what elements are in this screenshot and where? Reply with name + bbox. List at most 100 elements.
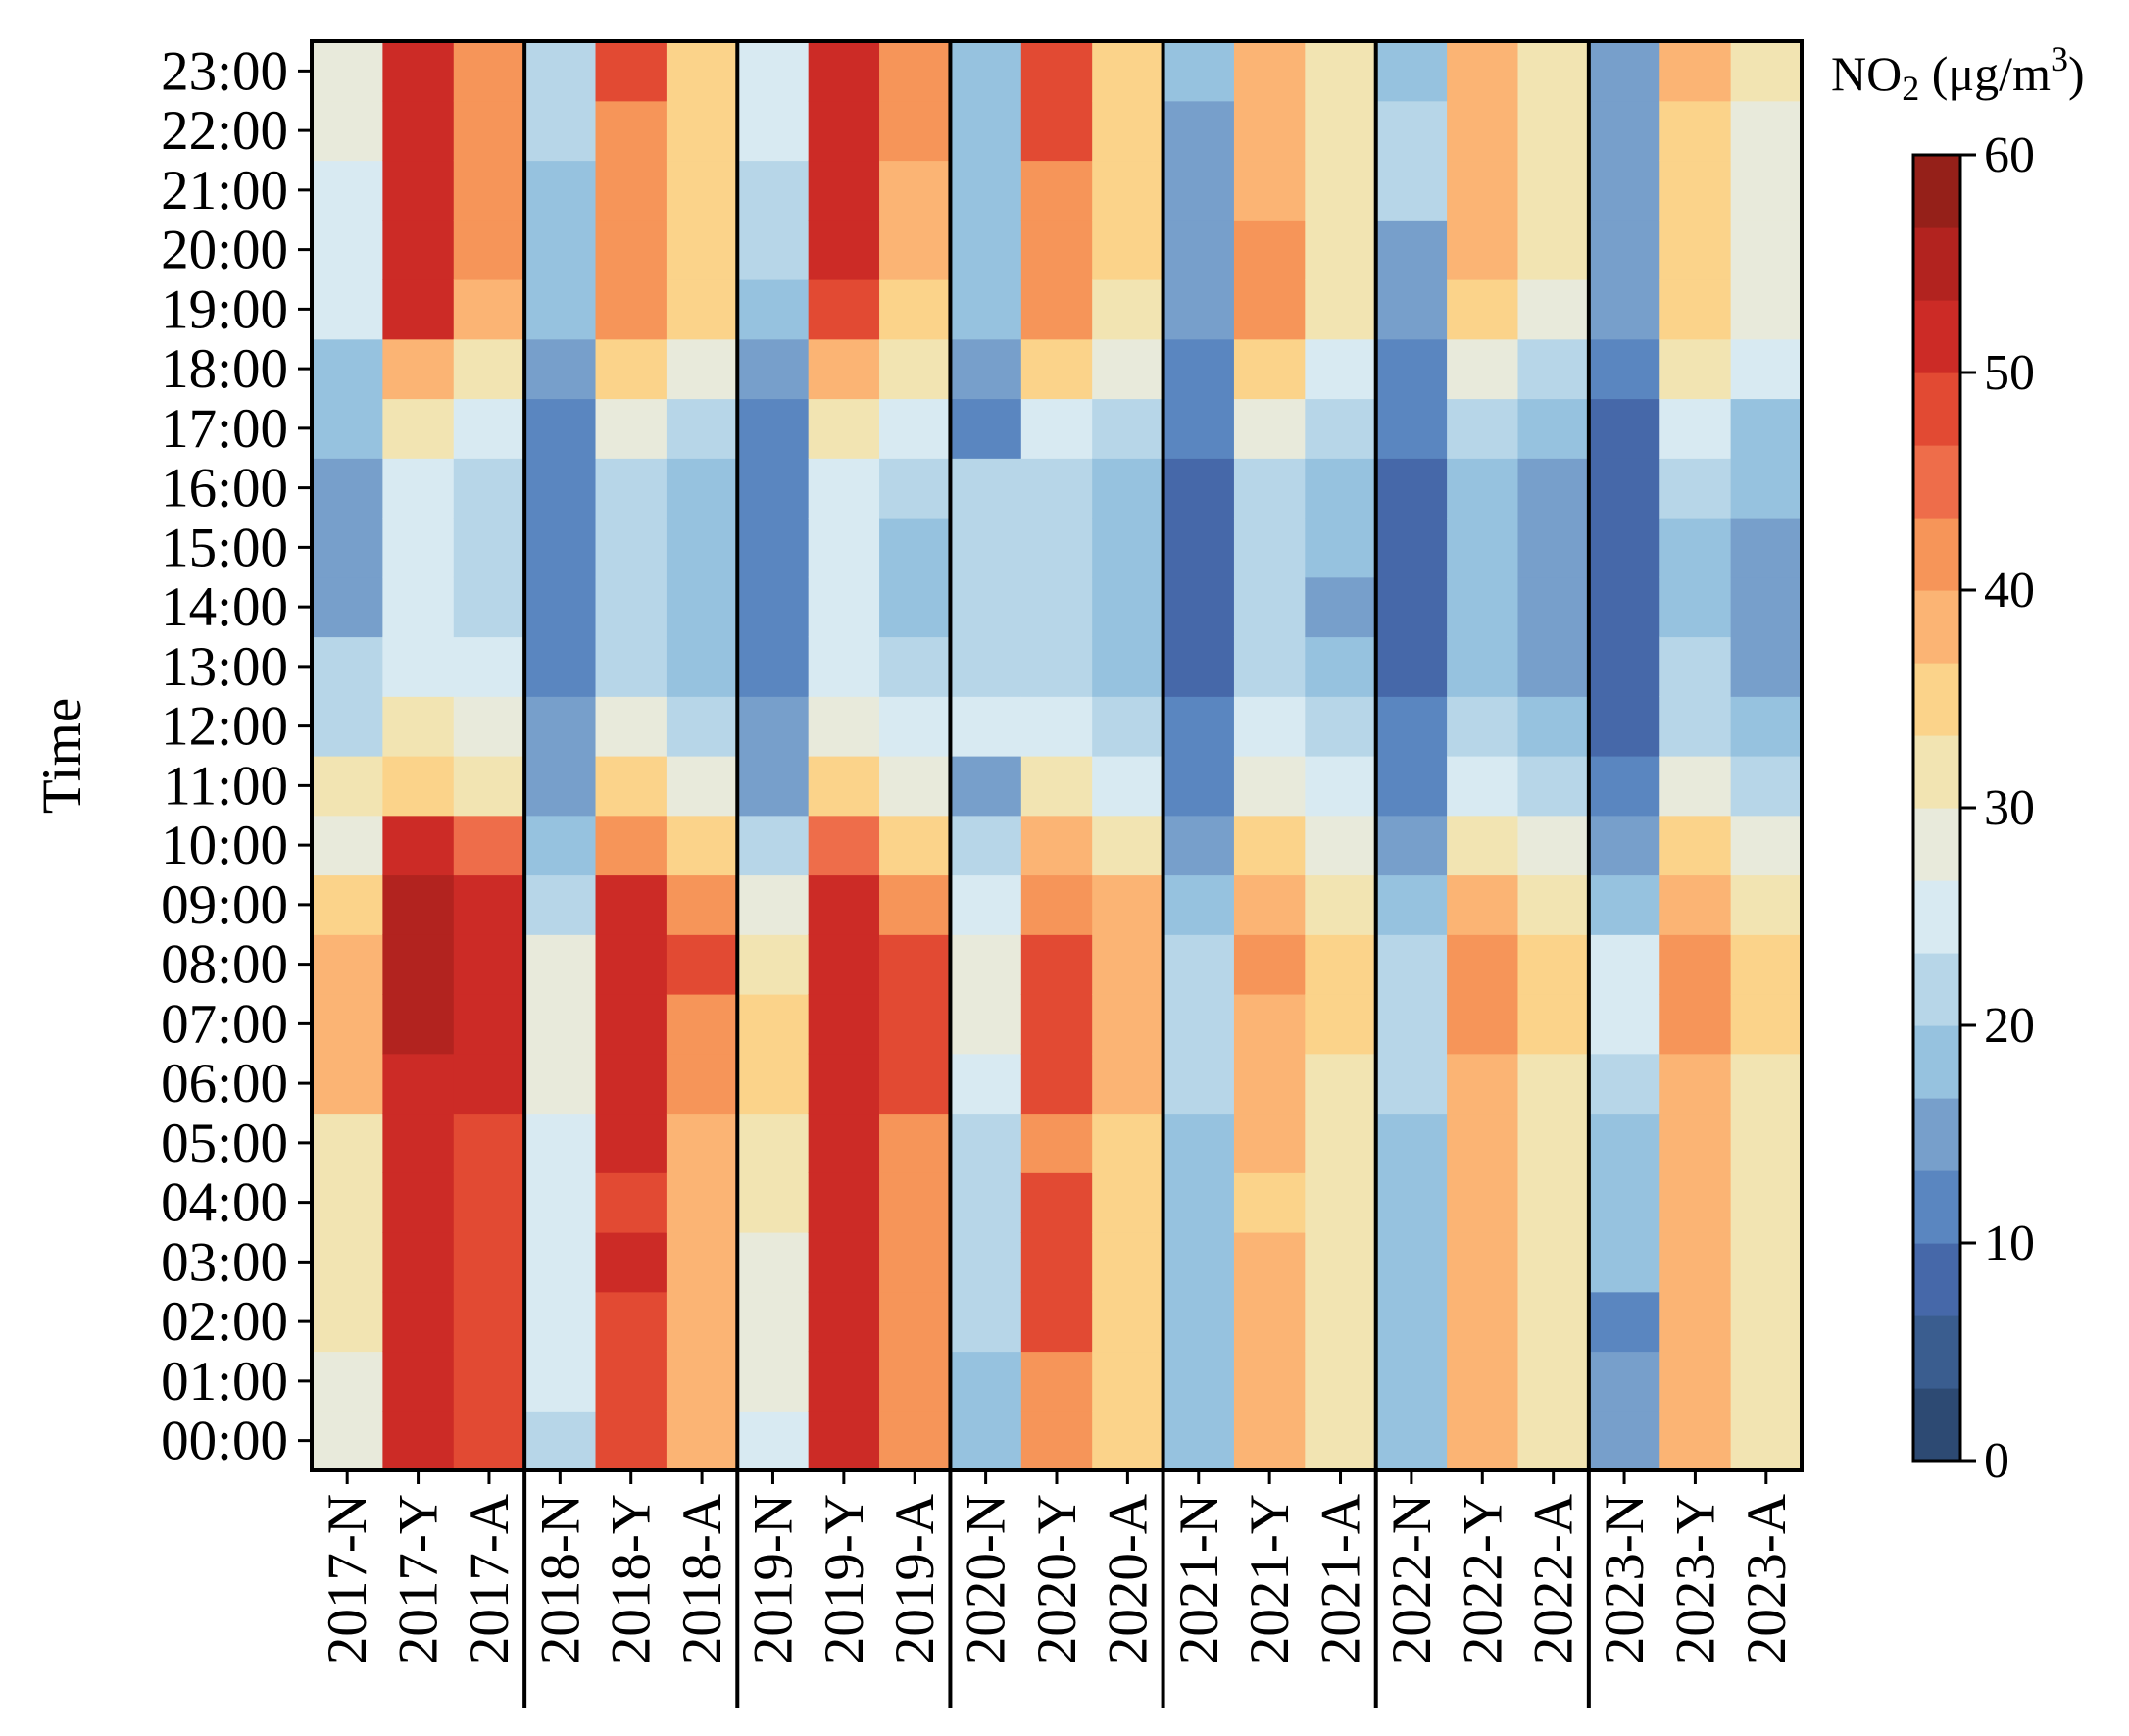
heatmap-cell [1517,576,1590,638]
colorbar-title-main: NO [1831,46,1902,101]
heatmap-cell [312,1411,383,1471]
heatmap-cell [453,1113,525,1173]
heatmap-cell [737,100,810,162]
heatmap-cell [1020,100,1093,162]
y-tick-label: 09:00 [161,874,288,936]
heatmap-cell [1659,1411,1732,1471]
heatmap-cell [1375,696,1448,757]
heatmap-cell [1020,1232,1093,1293]
heatmap-cell [382,636,455,697]
heatmap-cell [1447,279,1519,340]
heatmap-cell [1659,756,1732,817]
heatmap-cell [1020,994,1093,1055]
heatmap-cell [1517,756,1590,817]
y-tick-label: 08:00 [161,934,288,996]
heatmap-cell [1730,518,1803,578]
heatmap-cell [737,934,810,995]
colorbar-title-superscript: 3 [2051,39,2068,78]
heatmap-cell [950,398,1022,459]
heatmap-cell [524,1232,597,1293]
heatmap-cell [1447,220,1519,280]
heatmap-cell [1517,1113,1590,1173]
heatmap-cell [1233,518,1306,578]
heatmap-cell [382,279,455,340]
heatmap-cell [1447,1053,1519,1115]
heatmap-cell [1092,41,1164,102]
heatmap-cell [453,756,525,817]
heatmap-cell [1588,874,1660,935]
heatmap-cell [453,1291,525,1353]
heatmap-cell [1305,576,1377,638]
heatmap-cell [1588,518,1660,578]
colorbar-tick-label: 10 [1984,1215,2035,1271]
heatmap-cell [879,1291,952,1353]
heatmap-cell [1020,518,1093,578]
colorbar-segment [1913,1315,1960,1389]
heatmap-cell [1092,994,1164,1055]
heatmap-cell [1730,1113,1803,1173]
heatmap-cell [382,100,455,162]
heatmap-cell [1163,1351,1235,1412]
heatmap-cell [1020,576,1093,638]
heatmap-cell [1588,100,1660,162]
x-tick-label: 2023-Y [1664,1494,1726,1664]
heatmap-cell [312,41,383,102]
heatmap-cell [1447,100,1519,162]
y-tick-label: 17:00 [161,398,288,460]
heatmap-cell [666,1232,738,1293]
heatmap-cell [808,1291,880,1353]
heatmap-cell [1588,1411,1660,1471]
heatmap-cell [1020,338,1093,400]
heatmap-cell [666,576,738,638]
heatmap-cell [1092,1351,1164,1412]
heatmap-cell [1730,934,1803,995]
heatmap-cell [1730,1172,1803,1233]
heatmap-cell [1305,398,1377,459]
y-tick-label: 14:00 [161,576,288,638]
heatmap-cell [1375,279,1448,340]
heatmap-cell [1092,1232,1164,1293]
heatmap-cell [1092,338,1164,400]
y-tick-label: 13:00 [161,636,288,698]
heatmap-cell [666,874,738,935]
heatmap-cell [1517,874,1590,935]
heatmap-cell [1659,576,1732,638]
heatmap-cell [1447,1113,1519,1173]
heatmap-cell [808,1411,880,1471]
heatmap-cell [1233,994,1306,1055]
heatmap-cell [1447,41,1519,102]
heatmap-cell [1163,338,1235,400]
heatmap-cell [1233,1291,1306,1353]
heatmap-cell [1020,756,1093,817]
heatmap-cell [737,518,810,578]
heatmap-cell [1020,160,1093,221]
heatmap-cell [1375,874,1448,935]
heatmap-cell [1163,1113,1235,1173]
heatmap-cell [1588,756,1660,817]
heatmap-cell [382,1053,455,1115]
heatmap-cell [1305,994,1377,1055]
heatmap-cell [1375,994,1448,1055]
y-tick-label: 18:00 [161,338,288,400]
heatmap-cell [524,41,597,102]
heatmap-cell [595,1113,668,1173]
heatmap-cell [524,458,597,519]
heatmap-cell [1020,398,1093,459]
heatmap-cell [1517,518,1590,578]
heatmap-cell [1375,576,1448,638]
heatmap-cell [1305,636,1377,697]
x-tick-label: 2021-A [1311,1494,1372,1664]
heatmap-cell [737,994,810,1055]
heatmap-cell [1305,1291,1377,1353]
heatmap-cell [1588,279,1660,340]
heatmap-cell [1375,398,1448,459]
heatmap-cell [453,696,525,757]
heatmap-cell [666,756,738,817]
heatmap-cell [1447,1232,1519,1293]
x-tick-label: 2021-Y [1239,1494,1301,1664]
heatmap-cell [595,994,668,1055]
heatmap-cell [312,160,383,221]
y-tick-label: 20:00 [161,220,288,281]
heatmap-cell [950,1351,1022,1412]
heatmap-cell [1375,41,1448,102]
